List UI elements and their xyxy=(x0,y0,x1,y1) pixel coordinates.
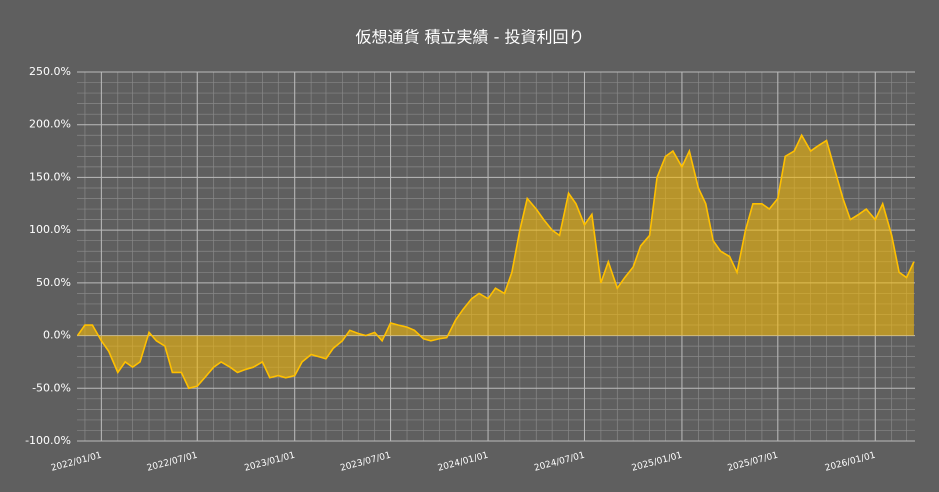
y-tick-label: 150.0% xyxy=(29,170,71,183)
y-tick-label: 0.0% xyxy=(43,329,71,342)
x-tick-label: 2026/01/01 xyxy=(824,451,877,474)
line xyxy=(76,133,915,390)
x-tick-label: 2023/07/01 xyxy=(339,451,392,474)
y-tick-label: 250.0% xyxy=(29,65,71,78)
x-tick-label: 2022/07/01 xyxy=(146,451,199,474)
y-tick-label: 200.0% xyxy=(29,118,71,131)
x-tick-label: 2025/07/01 xyxy=(727,451,780,474)
y-tick-label: 50.0% xyxy=(36,276,71,289)
x-tick-label: 2024/01/01 xyxy=(437,451,490,474)
y-tick-label: -100.0% xyxy=(25,434,71,447)
y-tick-label: 100.0% xyxy=(29,223,71,236)
area xyxy=(77,135,914,389)
chart-title: 仮想通貨 積立実績 - 投資利回り xyxy=(355,28,584,47)
x-tick-label: 2022/01/01 xyxy=(50,451,103,474)
x-tick-label: 2023/01/01 xyxy=(243,451,296,474)
x-tick-label: 2024/07/01 xyxy=(533,451,586,474)
x-tick-label: 2025/01/01 xyxy=(631,451,684,474)
y-tick-label: -50.0% xyxy=(32,381,71,394)
